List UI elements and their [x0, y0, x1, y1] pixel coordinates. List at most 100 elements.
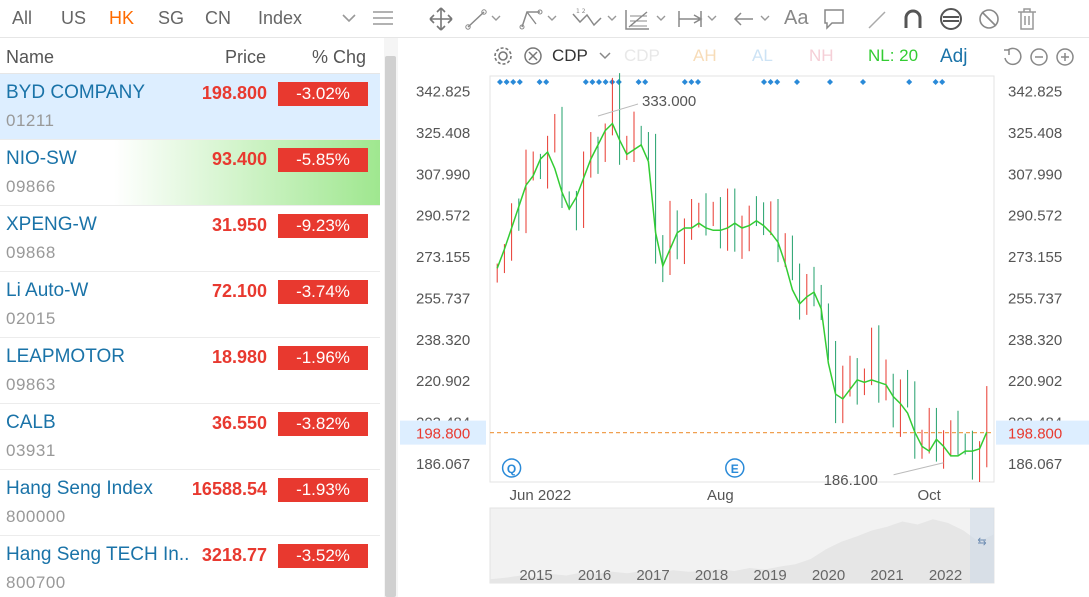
stock-price: 72.100	[211, 281, 267, 301]
indicator-cdp[interactable]: CDP	[552, 46, 588, 65]
tab-index[interactable]: Index	[258, 8, 303, 28]
x-tick-label: Jun 2022	[510, 487, 572, 504]
stock-name: Hang Seng TECH In...	[6, 544, 190, 565]
chart-canvas[interactable]: 342.825 342.825 325.408 325.408 307.990 307.9…	[398, 38, 1089, 597]
y-tick-label-right: 186.067	[1008, 456, 1062, 473]
wave-pattern-icon[interactable]: 1 2	[570, 6, 620, 32]
settings-icon[interactable]	[492, 45, 514, 71]
y-tick-label-right: 273.155	[1008, 249, 1062, 266]
last-price-tag-right	[996, 420, 1089, 445]
y-tick-label-left: 307.990	[416, 166, 470, 183]
watchlist-row[interactable]: LEAPMOTOR 09863 18.980 -1.96%	[0, 338, 380, 404]
watchlist-row[interactable]: Li Auto-W 02015 72.100 -3.74%	[0, 272, 380, 338]
adj-button[interactable]: Adj	[940, 46, 968, 67]
low-annotation-line	[893, 462, 944, 476]
arrow-left-icon[interactable]	[731, 6, 775, 32]
magnet-icon[interactable]	[901, 6, 925, 32]
watchlist-row[interactable]: XPENG-W 09868 31.950 -9.23%	[0, 206, 380, 272]
y-tick-label-left: 220.902	[416, 373, 470, 390]
trend-line-icon[interactable]	[464, 6, 504, 32]
measure-range-icon[interactable]	[676, 6, 722, 32]
stock-price: 16588.54	[191, 479, 267, 499]
watchlist-row[interactable]: Hang Seng Index 800000 16588.54 -1.93%	[0, 470, 380, 536]
change-badge: -3.82%	[278, 412, 368, 436]
stock-code: 09863	[6, 375, 56, 394]
column-price[interactable]: Price	[225, 47, 267, 67]
y-tick-label-right: 220.902	[1008, 373, 1062, 390]
pencil-icon[interactable]	[866, 6, 888, 32]
event-dot	[615, 79, 622, 85]
chevron-down-icon[interactable]	[341, 8, 357, 28]
hide-drawings-icon[interactable]	[976, 6, 1002, 32]
drawing-toolbar: 1 2 Aa	[398, 0, 1089, 38]
change-badge: -1.96%	[278, 346, 368, 370]
overview-area	[490, 519, 994, 583]
close-indicator-icon[interactable]	[522, 45, 544, 71]
watchlist-row[interactable]: BYD COMPANY 01211 198.800 -3.02%	[0, 74, 380, 140]
stock-chart[interactable]: 342.825 342.825 325.408 325.408 307.990 307.9…	[398, 38, 1089, 597]
comment-icon[interactable]	[822, 6, 846, 32]
svg-text:1 2: 1 2	[576, 8, 586, 15]
stock-name: NIO-SW	[6, 148, 77, 169]
y-tick-label-right: 325.408	[1008, 125, 1062, 142]
last-price-tag-left	[400, 420, 486, 445]
overview-year-label: 2016	[578, 567, 611, 584]
tab-all[interactable]: All	[12, 8, 33, 28]
event-dot	[642, 79, 649, 85]
y-tick-label-right: 342.825	[1008, 84, 1062, 101]
stock-name: Hang Seng Index	[6, 478, 153, 499]
ray-tool-icon[interactable]	[518, 6, 560, 32]
last-price-label-left: 198.800	[416, 426, 470, 443]
tab-sg[interactable]: SG	[158, 8, 185, 28]
event-dot	[497, 79, 503, 85]
event-dot	[543, 79, 550, 85]
zoom-out-icon[interactable]	[1028, 46, 1050, 72]
menu-icon[interactable]	[372, 8, 394, 28]
high-annotation-line	[597, 103, 639, 117]
move-icon[interactable]	[428, 6, 454, 32]
stock-price: 93.400	[211, 149, 267, 169]
y-tick-label-right: 290.572	[1008, 208, 1062, 225]
stock-code: 02015	[6, 309, 56, 328]
tab-hk[interactable]: HK	[109, 8, 135, 28]
trash-icon[interactable]	[1015, 6, 1039, 32]
chevron-down-icon[interactable]	[598, 46, 612, 72]
watchlist-row[interactable]: Hang Seng TECH In... 800700 3218.77 -3.52%	[0, 536, 380, 597]
change-badge: -5.85%	[278, 148, 368, 172]
sync-drawings-icon[interactable]	[938, 6, 964, 32]
event-dot	[767, 79, 774, 85]
stock-code: 800700	[6, 573, 66, 592]
column-change[interactable]: % Chg	[312, 47, 367, 67]
stock-code: 800000	[6, 507, 66, 526]
text-tool[interactable]: Aa	[784, 7, 809, 29]
column-header: Name Price % Chg	[0, 38, 380, 74]
x-tick-label: Aug	[707, 487, 734, 504]
column-name[interactable]: Name	[6, 47, 55, 67]
event-dot	[503, 79, 510, 85]
y-tick-label-left: 325.408	[416, 125, 470, 142]
watchlist-row[interactable]: NIO-SW 09866 93.400 -5.85%	[0, 140, 380, 206]
tab-cn[interactable]: CN	[205, 8, 231, 28]
event-dot	[932, 79, 939, 85]
moving-average-line	[496, 122, 988, 457]
tab-us[interactable]: US	[61, 8, 87, 28]
scrollbar-thumb[interactable]	[385, 56, 396, 597]
event-dot	[602, 79, 609, 85]
y-tick-label-left: 238.320	[416, 332, 470, 349]
earnings-marker-label: E	[731, 462, 739, 476]
event-dot	[681, 79, 688, 85]
change-badge: -1.93%	[278, 478, 368, 502]
y-tick-label-left: 290.572	[416, 208, 470, 225]
stock-name: Li Auto-W	[6, 280, 89, 301]
undo-icon[interactable]	[1001, 46, 1023, 72]
watchlist-row[interactable]: CALB 03931 36.550 -3.82%	[0, 404, 380, 470]
stock-code: 09866	[6, 177, 56, 196]
x-tick-label: Oct	[918, 487, 942, 504]
y-tick-label-right: 307.990	[1008, 166, 1062, 183]
change-badge: -3.74%	[278, 280, 368, 304]
fibonacci-icon[interactable]	[623, 6, 669, 32]
zoom-in-icon[interactable]	[1054, 46, 1076, 72]
watchlist-panel: All US HK SG CN Index Name Price % Chg B…	[0, 0, 398, 597]
last-price-label-right: 198.800	[1008, 426, 1062, 443]
